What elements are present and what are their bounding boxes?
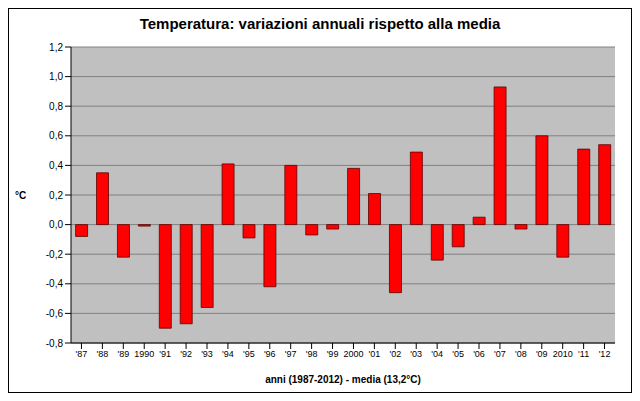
svg-text:'95: '95 xyxy=(243,349,255,359)
html-text:Temperatura: variazioni annual: Temperatura: variazioni annuali rispetto… xyxy=(139,15,501,32)
svg-text:-0,2: -0,2 xyxy=(46,249,64,260)
svg-text:'08: '08 xyxy=(515,349,527,359)
svg-text:'04: '04 xyxy=(431,349,443,359)
svg-text:'88: '88 xyxy=(97,349,109,359)
svg-text:'12: '12 xyxy=(599,349,611,359)
svg-text:1,0: 1,0 xyxy=(49,71,63,82)
svg-text:'94: '94 xyxy=(222,349,234,359)
svg-text:-0,6: -0,6 xyxy=(46,308,64,319)
svg-text:'93: '93 xyxy=(201,349,213,359)
svg-text:0,4: 0,4 xyxy=(49,160,63,171)
svg-text:anni (1987-2012) - media (13,2: anni (1987-2012) - media (13,2°C) xyxy=(265,374,421,385)
svg-text:'98: '98 xyxy=(306,349,318,359)
svg-text:'02: '02 xyxy=(389,349,401,359)
svg-text:0,2: 0,2 xyxy=(49,190,63,201)
svg-text:°C: °C xyxy=(15,190,26,201)
svg-text:'01: '01 xyxy=(369,349,381,359)
svg-text:-0,4: -0,4 xyxy=(46,278,64,289)
svg-text:'09: '09 xyxy=(536,349,548,359)
svg-text:2010: 2010 xyxy=(553,349,573,359)
svg-text:'89: '89 xyxy=(117,349,129,359)
svg-text:1,2: 1,2 xyxy=(49,42,63,53)
svg-text:2000: 2000 xyxy=(343,349,363,359)
svg-text:'99: '99 xyxy=(327,349,339,359)
svg-text:'05: '05 xyxy=(452,349,464,359)
svg-text:'96: '96 xyxy=(264,349,276,359)
svg-text:'91: '91 xyxy=(159,349,171,359)
svg-text:'92: '92 xyxy=(180,349,192,359)
svg-text:'07: '07 xyxy=(494,349,506,359)
svg-text:0,8: 0,8 xyxy=(49,101,63,112)
svg-text:'97: '97 xyxy=(285,349,297,359)
svg-text:'11: '11 xyxy=(578,349,589,359)
svg-text:-0,8: -0,8 xyxy=(46,338,64,349)
svg-text:0,0: 0,0 xyxy=(49,219,63,230)
svg-text:0,6: 0,6 xyxy=(49,130,63,141)
svg-text:'87: '87 xyxy=(76,349,88,359)
svg-text:'06: '06 xyxy=(473,349,485,359)
svg-text:1990: 1990 xyxy=(134,349,154,359)
svg-text:'03: '03 xyxy=(410,349,422,359)
